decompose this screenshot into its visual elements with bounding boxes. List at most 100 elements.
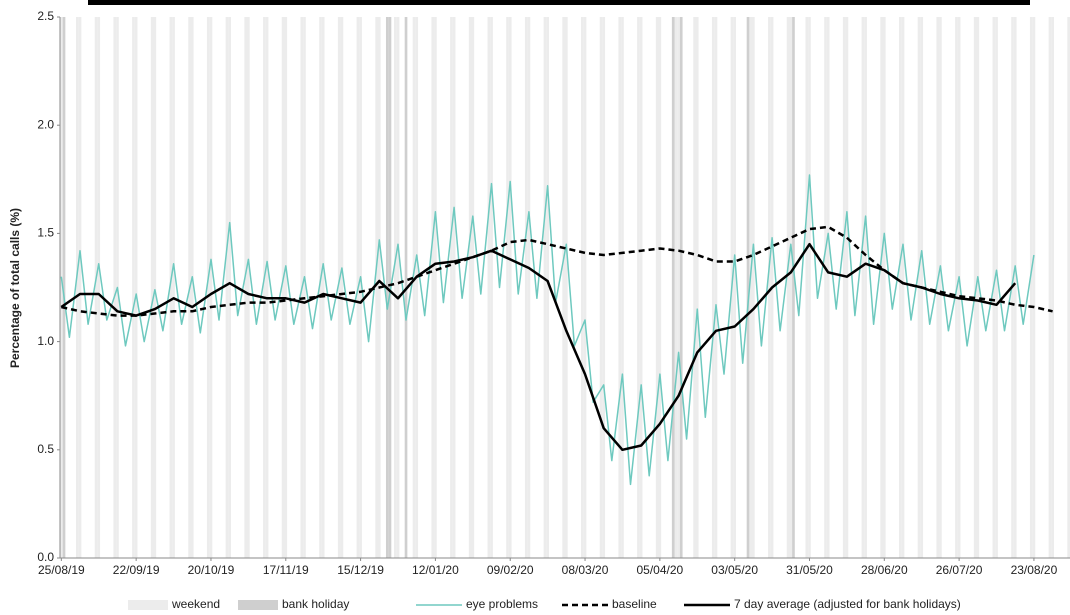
- weekend-band: [209, 17, 213, 558]
- weekend-band: [543, 17, 547, 558]
- weekend-band: [826, 17, 830, 558]
- x-tick-label: 20/10/19: [188, 563, 235, 577]
- weekend-band: [94, 17, 98, 558]
- weekend-band: [1067, 17, 1070, 558]
- weekend-band: [375, 17, 378, 558]
- weekend-band: [711, 17, 715, 558]
- weekend-band: [936, 17, 940, 558]
- y-tick-label: 1.0: [37, 334, 54, 348]
- weekend-band: [468, 17, 472, 558]
- weekend-band: [621, 17, 624, 558]
- weekend-band: [527, 17, 531, 558]
- weekend-band: [524, 17, 528, 558]
- weekend-band: [898, 17, 902, 558]
- series-line: [60, 242, 1017, 452]
- x-tick-label: 31/05/20: [786, 563, 833, 577]
- weekend-band: [321, 17, 325, 558]
- weekend-band: [434, 17, 437, 558]
- weekend-band: [169, 17, 173, 558]
- weekend-band: [340, 17, 344, 558]
- weekend-band: [508, 17, 512, 558]
- bank-holiday-band: [679, 17, 683, 558]
- y-axis-label: Percentage of total calls (%): [8, 208, 22, 368]
- weekend-band: [618, 17, 622, 558]
- y-tick-label: 2.5: [37, 9, 54, 23]
- legend-label: eye problems: [466, 597, 538, 611]
- weekend-band: [319, 17, 322, 558]
- x-tick-label: 05/04/20: [636, 563, 683, 577]
- bank-holiday-band: [792, 17, 795, 558]
- weekend-band: [263, 17, 266, 558]
- title-bar: [88, 0, 1030, 5]
- weekend-band: [677, 17, 680, 558]
- weekend-band: [752, 17, 755, 558]
- weekend-band: [97, 17, 101, 558]
- y-tick-label: 1.5: [37, 226, 54, 240]
- weekend-band: [808, 17, 811, 558]
- bank-holiday-band: [671, 17, 675, 558]
- weekend-band: [995, 17, 998, 558]
- weekend-band: [565, 17, 568, 558]
- weekend-band: [228, 17, 232, 558]
- weekend-band: [976, 17, 980, 558]
- bands: [60, 17, 1070, 558]
- weekend-band: [412, 17, 416, 558]
- weekend-band: [337, 17, 341, 558]
- weekend-band: [1029, 17, 1033, 558]
- x-tick-label: 25/08/19: [38, 563, 85, 577]
- weekend-band: [695, 17, 699, 558]
- x-tick-label: 08/03/20: [562, 563, 609, 577]
- weekend-band: [973, 17, 977, 558]
- weekend-band: [303, 17, 306, 558]
- x-tick-label: 09/02/20: [487, 563, 534, 577]
- weekend-band: [244, 17, 248, 558]
- weekend-band: [693, 17, 696, 558]
- weekend-band: [546, 17, 549, 558]
- weekend-band: [864, 17, 867, 558]
- weekend-band: [581, 17, 584, 558]
- x-tick-label: 03/05/20: [711, 563, 758, 577]
- legend-swatch: [128, 600, 168, 610]
- weekend-band: [842, 17, 846, 558]
- bank-holiday-band: [746, 17, 750, 558]
- weekend-band: [76, 17, 79, 558]
- weekend-band: [1013, 17, 1017, 558]
- weekend-band: [901, 17, 905, 558]
- weekend-band: [490, 17, 493, 558]
- weekend-band: [396, 17, 400, 558]
- weekend-band: [1032, 17, 1036, 558]
- weekend-band: [1048, 17, 1052, 558]
- weekend-band: [281, 17, 285, 558]
- weekend-band: [786, 17, 790, 558]
- weekend-band: [602, 17, 606, 558]
- bank-holiday-band: [388, 17, 392, 558]
- weekend-band: [882, 17, 886, 558]
- x-tick-label: 22/09/19: [113, 563, 160, 577]
- weekend-band: [599, 17, 603, 558]
- weekend-band: [190, 17, 194, 558]
- weekend-band: [805, 17, 809, 558]
- weekend-band: [415, 17, 419, 558]
- weekend-band: [655, 17, 659, 558]
- x-tick-label: 15/12/19: [337, 563, 384, 577]
- plot: [60, 174, 1053, 486]
- weekend-band: [1051, 17, 1054, 558]
- weekend-band: [452, 17, 456, 558]
- weekend-band: [113, 17, 117, 558]
- weekend-band: [939, 17, 942, 558]
- weekend-band: [247, 17, 250, 558]
- y-tick-label: 2.0: [37, 117, 54, 131]
- weekend-band: [132, 17, 135, 558]
- legend-label: weekend: [171, 597, 220, 611]
- x-tick-label: 12/01/20: [412, 563, 459, 577]
- weekend-band: [658, 17, 662, 558]
- weekend-band: [506, 17, 509, 558]
- weekend-band: [265, 17, 269, 558]
- legend-swatch: [238, 600, 278, 610]
- x-tick-label: 28/06/20: [861, 563, 908, 577]
- weekend-band: [172, 17, 175, 558]
- weekend-band: [393, 17, 397, 558]
- weekend-band: [206, 17, 210, 558]
- weekend-band: [359, 17, 362, 558]
